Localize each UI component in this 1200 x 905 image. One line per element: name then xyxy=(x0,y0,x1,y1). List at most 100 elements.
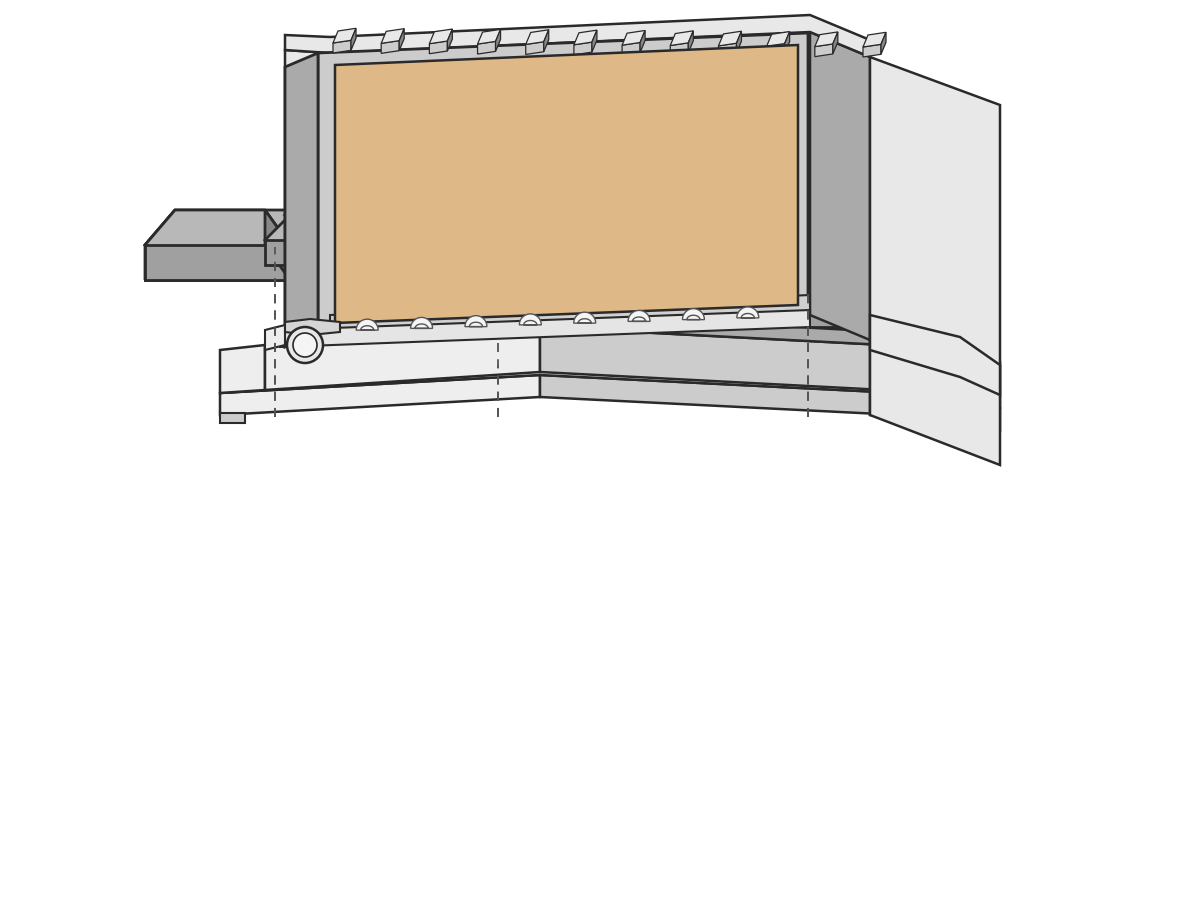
Polygon shape xyxy=(448,29,452,51)
Polygon shape xyxy=(815,44,833,57)
Polygon shape xyxy=(640,31,646,52)
Polygon shape xyxy=(780,237,830,252)
Polygon shape xyxy=(622,43,640,55)
Polygon shape xyxy=(280,327,330,332)
Polygon shape xyxy=(700,263,946,310)
Polygon shape xyxy=(544,30,548,52)
Polygon shape xyxy=(265,210,290,280)
Polygon shape xyxy=(520,314,541,325)
Polygon shape xyxy=(220,345,265,393)
Polygon shape xyxy=(478,29,500,44)
Polygon shape xyxy=(833,32,838,54)
Polygon shape xyxy=(575,307,600,370)
Polygon shape xyxy=(671,31,694,45)
Polygon shape xyxy=(352,28,356,51)
Polygon shape xyxy=(470,307,560,327)
Polygon shape xyxy=(400,335,600,370)
Polygon shape xyxy=(870,315,1000,395)
Polygon shape xyxy=(286,53,318,347)
Polygon shape xyxy=(286,15,870,57)
Polygon shape xyxy=(592,30,596,52)
Polygon shape xyxy=(145,245,355,280)
Polygon shape xyxy=(496,29,500,52)
Circle shape xyxy=(293,333,317,357)
Circle shape xyxy=(287,327,323,363)
Polygon shape xyxy=(220,375,540,415)
Polygon shape xyxy=(220,359,980,397)
Polygon shape xyxy=(400,307,600,355)
Polygon shape xyxy=(490,277,540,295)
Polygon shape xyxy=(330,32,810,333)
Polygon shape xyxy=(700,290,946,327)
Polygon shape xyxy=(815,32,838,47)
Polygon shape xyxy=(286,319,340,335)
Polygon shape xyxy=(145,210,175,280)
Polygon shape xyxy=(490,287,540,295)
Polygon shape xyxy=(265,327,540,390)
Polygon shape xyxy=(767,43,785,56)
Polygon shape xyxy=(145,210,290,265)
Polygon shape xyxy=(526,30,548,44)
Polygon shape xyxy=(464,316,487,327)
Polygon shape xyxy=(719,31,742,46)
Polygon shape xyxy=(382,29,404,43)
Polygon shape xyxy=(286,50,330,333)
Polygon shape xyxy=(535,287,560,327)
Polygon shape xyxy=(330,295,810,335)
Polygon shape xyxy=(265,240,330,265)
Polygon shape xyxy=(689,31,694,52)
Polygon shape xyxy=(356,319,378,330)
Polygon shape xyxy=(870,340,980,419)
Polygon shape xyxy=(960,417,985,429)
Polygon shape xyxy=(622,31,646,45)
Polygon shape xyxy=(980,350,1000,407)
Polygon shape xyxy=(863,33,886,47)
Polygon shape xyxy=(330,210,355,280)
Polygon shape xyxy=(980,397,1000,430)
Polygon shape xyxy=(265,313,980,350)
Polygon shape xyxy=(265,325,286,350)
Polygon shape xyxy=(145,210,355,265)
Polygon shape xyxy=(330,215,355,265)
Polygon shape xyxy=(526,42,544,54)
Polygon shape xyxy=(863,44,881,57)
Polygon shape xyxy=(737,307,758,318)
Polygon shape xyxy=(540,327,980,395)
Polygon shape xyxy=(145,245,290,280)
Polygon shape xyxy=(265,215,355,257)
Polygon shape xyxy=(810,32,870,340)
Polygon shape xyxy=(410,318,432,329)
Polygon shape xyxy=(628,310,650,321)
Polygon shape xyxy=(870,57,1000,465)
Polygon shape xyxy=(286,215,330,230)
Polygon shape xyxy=(719,43,737,56)
Polygon shape xyxy=(540,375,980,419)
Polygon shape xyxy=(220,413,245,423)
Polygon shape xyxy=(430,29,452,43)
Polygon shape xyxy=(286,205,334,223)
Polygon shape xyxy=(382,41,400,53)
Polygon shape xyxy=(767,32,790,46)
Polygon shape xyxy=(318,33,808,333)
Polygon shape xyxy=(334,41,352,53)
Polygon shape xyxy=(430,41,448,53)
Polygon shape xyxy=(780,245,830,253)
Polygon shape xyxy=(785,32,790,53)
Polygon shape xyxy=(280,310,810,347)
Polygon shape xyxy=(671,43,689,55)
Polygon shape xyxy=(826,245,850,280)
Polygon shape xyxy=(574,43,592,55)
Polygon shape xyxy=(478,42,496,54)
Polygon shape xyxy=(920,263,946,327)
Polygon shape xyxy=(760,245,850,280)
Polygon shape xyxy=(881,33,886,54)
Polygon shape xyxy=(737,31,742,53)
Polygon shape xyxy=(470,287,560,323)
Polygon shape xyxy=(574,312,595,323)
Polygon shape xyxy=(334,28,356,43)
Polygon shape xyxy=(683,309,704,319)
Polygon shape xyxy=(335,45,798,323)
Polygon shape xyxy=(574,30,596,45)
Polygon shape xyxy=(760,263,850,280)
Polygon shape xyxy=(400,29,404,51)
